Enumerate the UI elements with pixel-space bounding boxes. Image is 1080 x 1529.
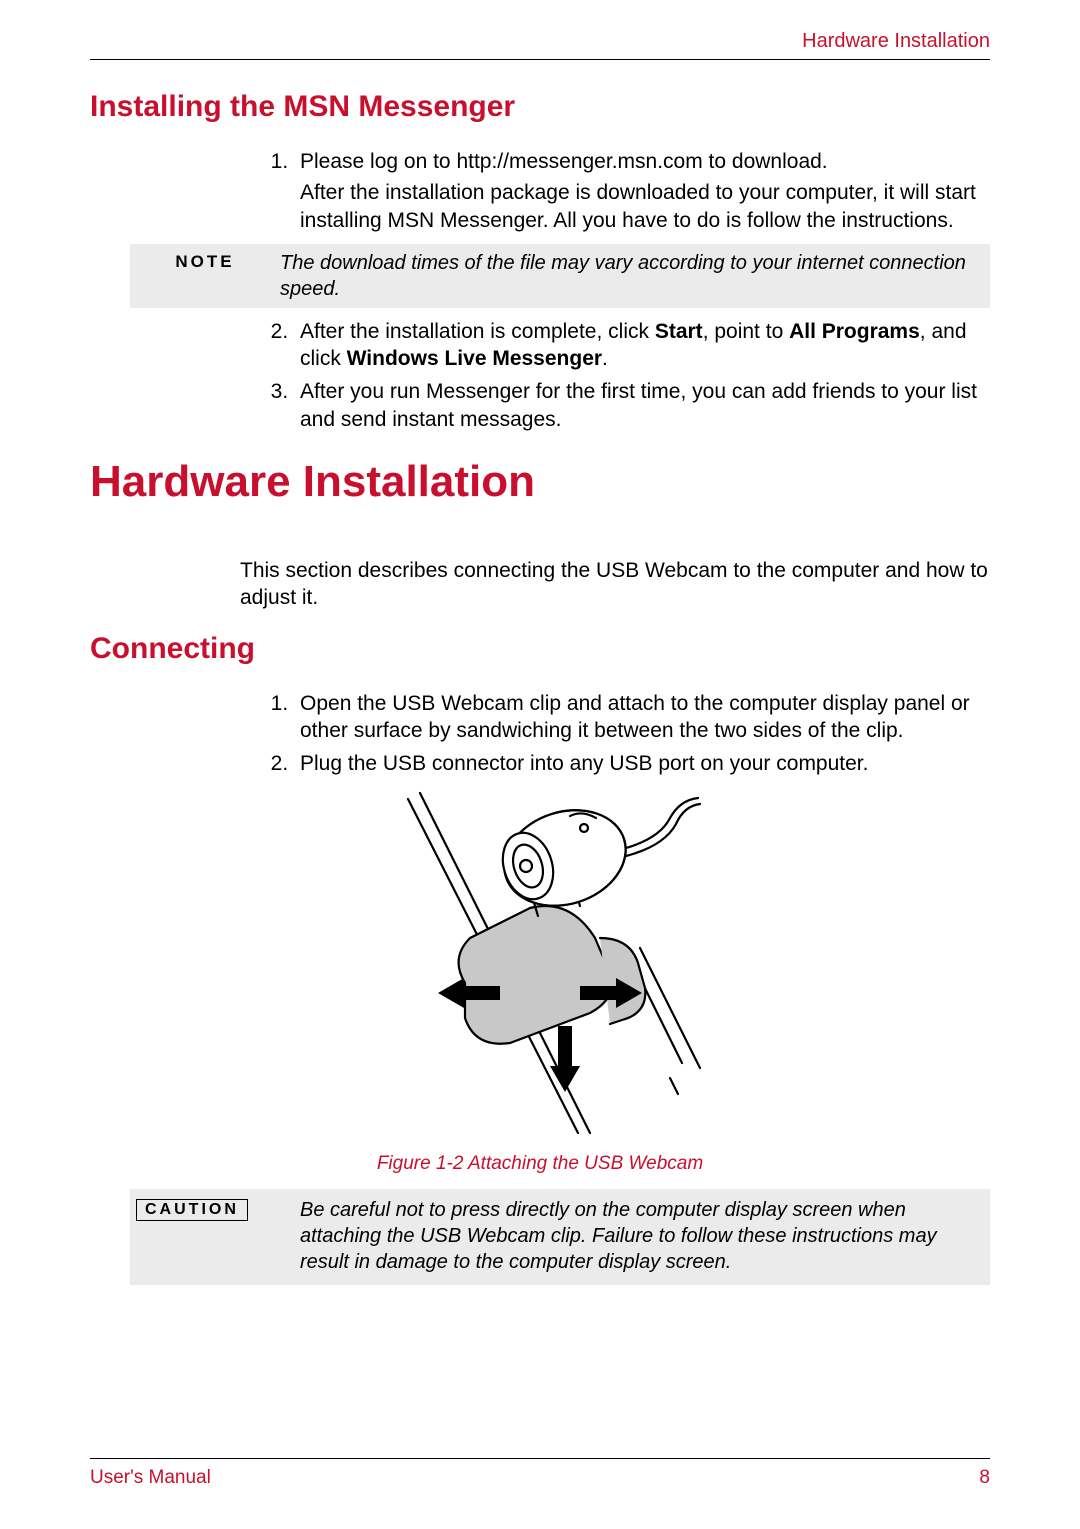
note-body: The download times of the file may vary … (280, 250, 980, 302)
list-item-text: Please log on to http://messenger.msn.co… (300, 150, 828, 173)
installing-list-part1: Please log on to http://messenger.msn.co… (270, 148, 990, 234)
page-footer: User's Manual 8 (90, 1458, 990, 1489)
figure-wrap (90, 788, 990, 1143)
text-fragment: , point to (703, 320, 789, 343)
figure-caption: Figure 1-2 Attaching the USB Webcam (90, 1153, 990, 1175)
note-callout: NOTE The download times of the file may … (130, 244, 990, 308)
webcam-figure-icon (360, 788, 720, 1138)
bold-text: All Programs (789, 320, 920, 343)
list-item: Plug the USB connector into any USB port… (294, 750, 990, 777)
text-fragment: . (602, 347, 608, 370)
list-item-text: Plug the USB connector into any USB port… (300, 752, 868, 775)
list-item-text: Open the USB Webcam clip and attach to t… (300, 692, 970, 742)
heading-hardware-installation: Hardware Installation (90, 457, 990, 507)
caution-label: CAUTION (136, 1199, 248, 1221)
list-item-text: After the installation is complete, clic… (300, 320, 967, 370)
list-item: Open the USB Webcam clip and attach to t… (294, 690, 990, 745)
connecting-list: Open the USB Webcam clip and attach to t… (270, 690, 990, 778)
caution-label-cell: CAUTION (130, 1197, 300, 1221)
note-label: NOTE (130, 250, 280, 272)
footer-page-number: 8 (979, 1467, 990, 1489)
bold-text: Windows Live Messenger (347, 347, 602, 370)
caution-body: Be careful not to press directly on the … (300, 1197, 980, 1275)
list-item: After you run Messenger for the first ti… (294, 378, 990, 433)
heading-connecting: Connecting (90, 632, 990, 666)
bold-text: Start (655, 320, 703, 343)
list-item: Please log on to http://messenger.msn.co… (294, 148, 990, 234)
intro-paragraph: This section describes connecting the US… (240, 557, 990, 612)
text-fragment: After the installation is complete, clic… (300, 320, 655, 343)
installing-list-part2: After the installation is complete, clic… (270, 318, 990, 433)
list-item-subtext: After the installation package is downlo… (300, 179, 990, 234)
header-title: Hardware Installation (802, 30, 990, 52)
list-item-text: After you run Messenger for the first ti… (300, 380, 977, 430)
footer-left: User's Manual (90, 1467, 211, 1489)
list-item: After the installation is complete, clic… (294, 318, 990, 373)
caution-callout: CAUTION Be careful not to press directly… (130, 1189, 990, 1285)
page-header: Hardware Installation (90, 30, 990, 60)
heading-installing: Installing the MSN Messenger (90, 90, 990, 124)
